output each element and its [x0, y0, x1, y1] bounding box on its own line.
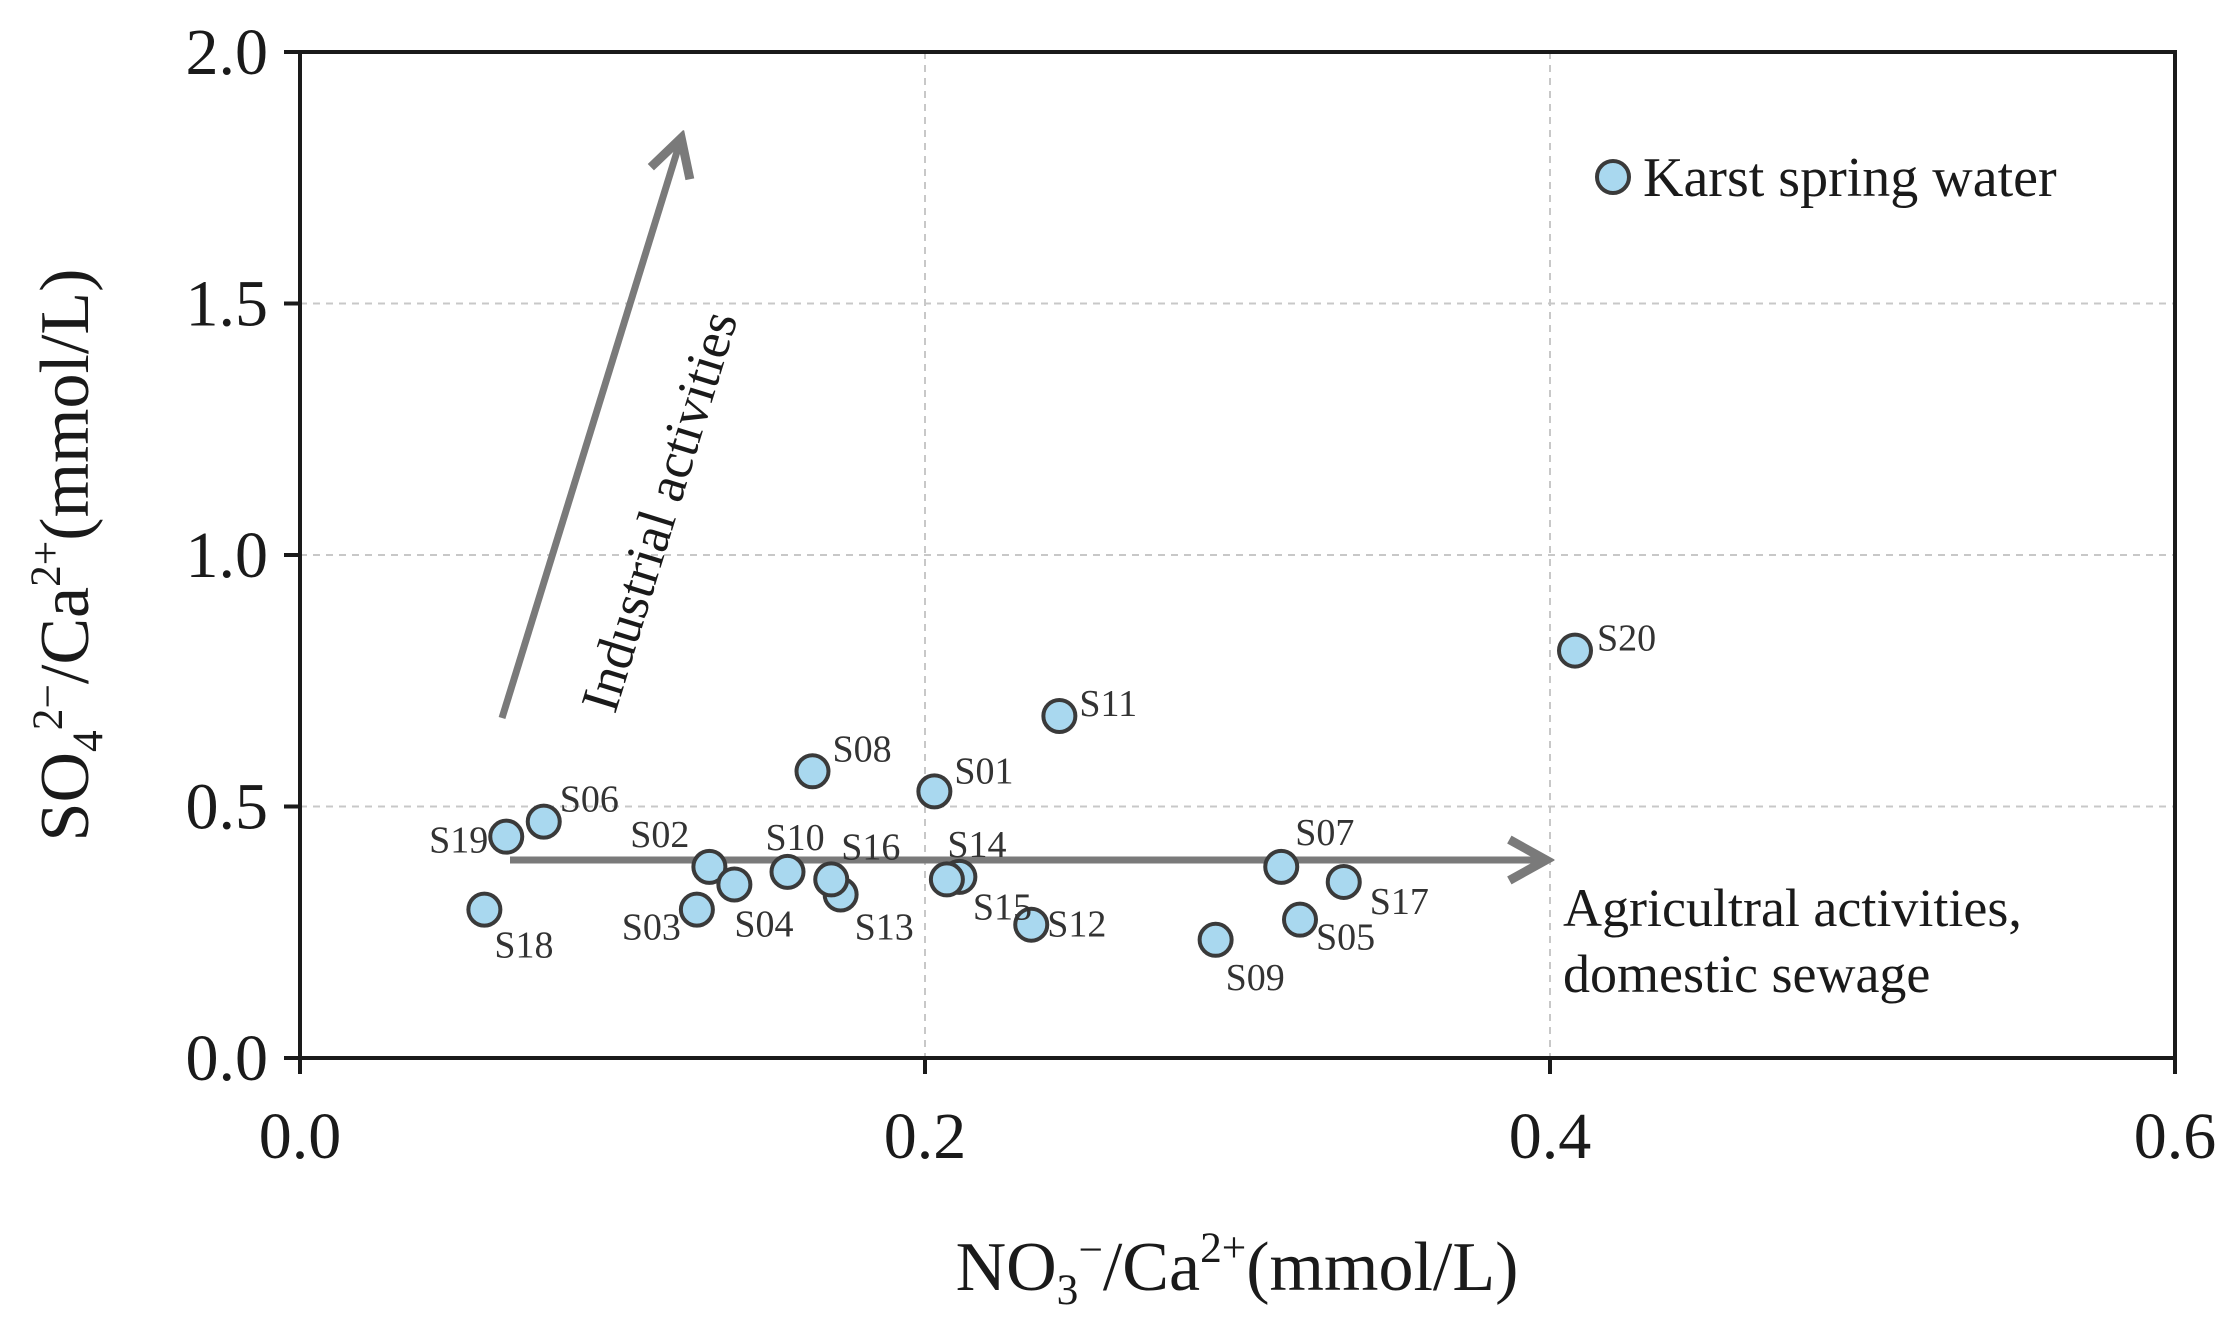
data-point-s06 — [525, 803, 562, 840]
point-label-s13: S13 — [855, 907, 914, 949]
y-axis-title: SO42−/Ca2+(mmol/L) — [22, 269, 112, 842]
point-label-s02: S02 — [630, 814, 689, 856]
point-label-s01: S01 — [954, 750, 1013, 792]
data-point-s12 — [1013, 906, 1050, 943]
point-label-s14: S14 — [947, 824, 1006, 866]
y-tick-label: 2.0 — [186, 16, 269, 89]
data-point-s08 — [794, 753, 831, 790]
y-tick-label: 1.0 — [186, 519, 269, 592]
point-label-s17: S17 — [1370, 881, 1429, 923]
y-tick-label: 0.5 — [186, 771, 269, 844]
point-label-s11: S11 — [1079, 683, 1137, 725]
data-point-s16 — [813, 861, 850, 898]
data-point-s07 — [1263, 848, 1300, 885]
x-axis-title: NO3−/Ca2+(mmol/L) — [956, 1224, 1519, 1314]
data-point-labels: S01 S02 S03 S04 S05 S06 S07 S08 S09 S10 S11 S12 S13 S… — [429, 618, 1656, 999]
data-point-s02 — [691, 848, 728, 885]
data-point-s17 — [1325, 863, 1362, 900]
data-point-s11 — [1041, 697, 1078, 734]
point-label-s15: S15 — [973, 886, 1032, 928]
data-point-s20 — [1557, 632, 1593, 669]
data-point-s10 — [769, 853, 806, 890]
legend-marker — [1595, 159, 1631, 195]
data-point-s09 — [1197, 921, 1234, 958]
grid — [300, 52, 2175, 1058]
y-tick-label: 0.0 — [186, 1022, 269, 1095]
point-label-s03: S03 — [622, 907, 681, 949]
axis-ticks — [284, 50, 2177, 1074]
data-points — [466, 632, 1593, 958]
x-tick-label: 0.2 — [884, 1100, 967, 1173]
x-tick-label: 0.6 — [2134, 1100, 2217, 1173]
point-label-s12: S12 — [1047, 904, 1106, 946]
data-point-s19 — [488, 818, 525, 855]
axis-tick-labels: 0.0 0.2 0.4 0.6 0.0 0.5 1.0 1.5 2.0 — [186, 16, 2217, 1173]
x-tick-label: 0.0 — [259, 1100, 342, 1173]
point-label-s10: S10 — [766, 817, 825, 859]
point-label-s20: S20 — [1597, 618, 1656, 660]
industrial-annotation: Industrial activities — [569, 304, 749, 719]
point-label-s04: S04 — [734, 903, 793, 945]
agricultural-annotation-line1: Agricultral activities, — [1563, 878, 2022, 938]
y-tick-label: 1.5 — [186, 268, 269, 341]
point-label-s07: S07 — [1295, 812, 1354, 854]
point-label-s19: S19 — [429, 820, 488, 862]
x-tick-label: 0.4 — [1509, 1100, 1592, 1173]
data-point-s01 — [916, 773, 953, 810]
data-point-s05 — [1282, 901, 1318, 938]
agricultural-annotation-line2: domestic sewage — [1563, 944, 1930, 1004]
point-label-s08: S08 — [833, 728, 892, 770]
data-point-s15 — [928, 861, 965, 898]
point-label-s09: S09 — [1226, 957, 1285, 999]
point-label-s16: S16 — [841, 826, 900, 868]
legend: Karst spring water — [1595, 147, 2057, 209]
point-label-s06: S06 — [560, 779, 619, 821]
point-label-s18: S18 — [494, 925, 553, 967]
data-point-s03 — [678, 891, 715, 928]
data-point-s18 — [466, 891, 503, 928]
data-point-s04 — [716, 866, 753, 903]
industrial-arrow — [498, 142, 680, 720]
legend-label: Karst spring water — [1643, 147, 2057, 209]
point-label-s05: S05 — [1316, 917, 1375, 959]
